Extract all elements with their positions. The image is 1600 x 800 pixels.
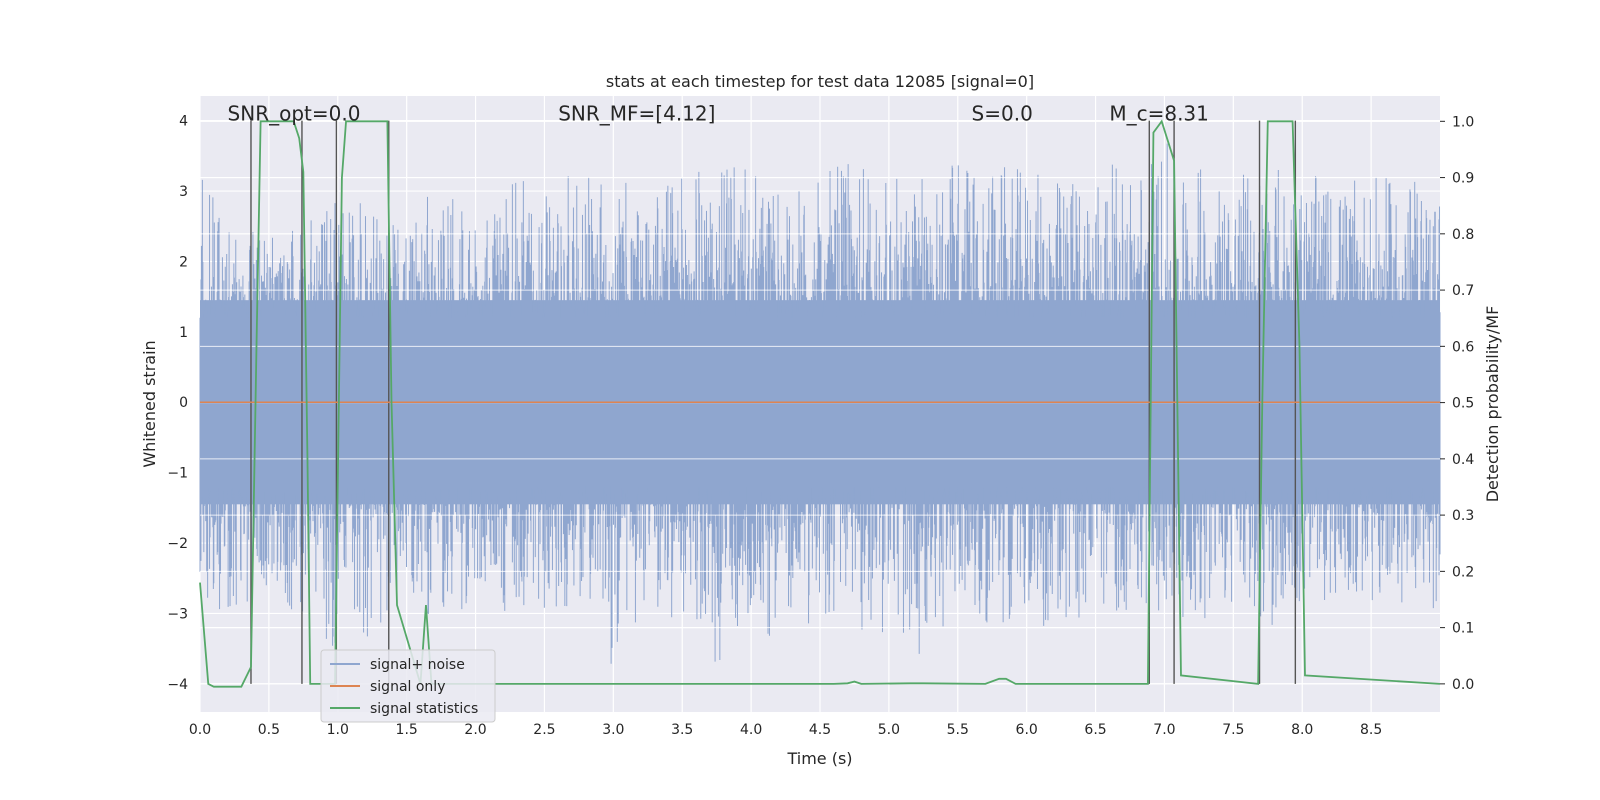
y-tick-label: 4 bbox=[179, 114, 188, 130]
x-tick-label: 0.0 bbox=[189, 722, 211, 738]
annotation-3: M_c=8.31 bbox=[1109, 102, 1209, 126]
annotations: SNR_opt=0.0 SNR_MF=[4.12] S=0.0 M_c=8.31 bbox=[228, 102, 1209, 126]
signal-statistics-series bbox=[199, 119, 1441, 688]
y-right-tick-label: 0.3 bbox=[1452, 508, 1474, 524]
chart-title: stats at each timestep for test data 120… bbox=[606, 72, 1034, 91]
y-right-tick-label: 0.4 bbox=[1452, 452, 1474, 468]
legend-label-signal-statistics: signal statistics bbox=[370, 701, 478, 717]
y-right-tick-label: 0.6 bbox=[1452, 339, 1474, 355]
y-right-tick-label: 0.9 bbox=[1452, 171, 1474, 187]
x-tick-label: 2.0 bbox=[464, 722, 486, 738]
x-tick-label: 7.0 bbox=[1153, 722, 1175, 738]
y-tick-label: 3 bbox=[179, 184, 188, 200]
x-tick-label: 4.0 bbox=[740, 722, 762, 738]
y-right-tick-label: 0.5 bbox=[1452, 396, 1474, 412]
x-tick-label: 7.5 bbox=[1222, 722, 1244, 738]
x-tick-label: 1.0 bbox=[327, 722, 349, 738]
x-tick-label: 6.5 bbox=[1084, 722, 1106, 738]
x-tick-label: 8.5 bbox=[1360, 722, 1382, 738]
plot-content bbox=[199, 119, 1441, 688]
y-axis-label: Whitened strain bbox=[140, 340, 159, 467]
legend: signal+ noise signal only signal statist… bbox=[320, 649, 496, 723]
x-tick-label: 3.0 bbox=[602, 722, 624, 738]
y-axis-right-label: Detection probability/MF bbox=[1483, 306, 1502, 503]
y-axis-right: 1.0 0.9 0.8 0.7 0.6 0.5 0.4 0.3 0.2 0.1 0.0 bbox=[1440, 114, 1474, 693]
y-right-tick-label: 0.7 bbox=[1452, 283, 1474, 299]
x-axis: 0.0 0.5 1.0 1.5 2.0 2.5 3.0 3.5 4.0 4.5 5.0 5.5 6.0 6… bbox=[189, 722, 1382, 738]
annotation-2: S=0.0 bbox=[972, 102, 1033, 126]
legend-label-signal-only: signal only bbox=[370, 679, 445, 695]
legend-label-signal-noise: signal+ noise bbox=[370, 657, 465, 673]
y-tick-label: −4 bbox=[167, 677, 188, 693]
x-axis-label: Time (s) bbox=[786, 749, 852, 768]
annotation-0: SNR_opt=0.0 bbox=[228, 102, 361, 126]
y-right-tick-label: 0.8 bbox=[1452, 227, 1474, 243]
y-tick-label: −2 bbox=[167, 536, 188, 552]
x-tick-label: 5.0 bbox=[878, 722, 900, 738]
y-tick-label: 1 bbox=[179, 325, 188, 341]
x-tick-label: 0.5 bbox=[258, 722, 280, 738]
y-tick-label: 2 bbox=[179, 254, 188, 270]
y-axis-left: 4 3 2 1 0 −1 −2 −3 −4 bbox=[167, 114, 188, 693]
x-tick-label: 2.5 bbox=[533, 722, 555, 738]
x-tick-label: 1.5 bbox=[396, 722, 418, 738]
y-right-tick-label: 0.2 bbox=[1452, 564, 1474, 580]
y-tick-label: 0 bbox=[179, 395, 188, 411]
x-tick-label: 8.0 bbox=[1291, 722, 1313, 738]
x-tick-label: 3.5 bbox=[671, 722, 693, 738]
y-right-tick-label: 0.0 bbox=[1452, 677, 1474, 693]
x-tick-label: 5.5 bbox=[947, 722, 969, 738]
y-right-tick-label: 1.0 bbox=[1452, 114, 1474, 130]
x-tick-label: 4.5 bbox=[809, 722, 831, 738]
y-tick-label: −3 bbox=[167, 606, 188, 622]
annotation-1: SNR_MF=[4.12] bbox=[558, 102, 715, 126]
x-tick-label: 6.0 bbox=[1016, 722, 1038, 738]
legend-box bbox=[320, 649, 496, 723]
y-tick-label: −1 bbox=[167, 466, 188, 482]
y-right-tick-label: 0.1 bbox=[1452, 621, 1474, 637]
